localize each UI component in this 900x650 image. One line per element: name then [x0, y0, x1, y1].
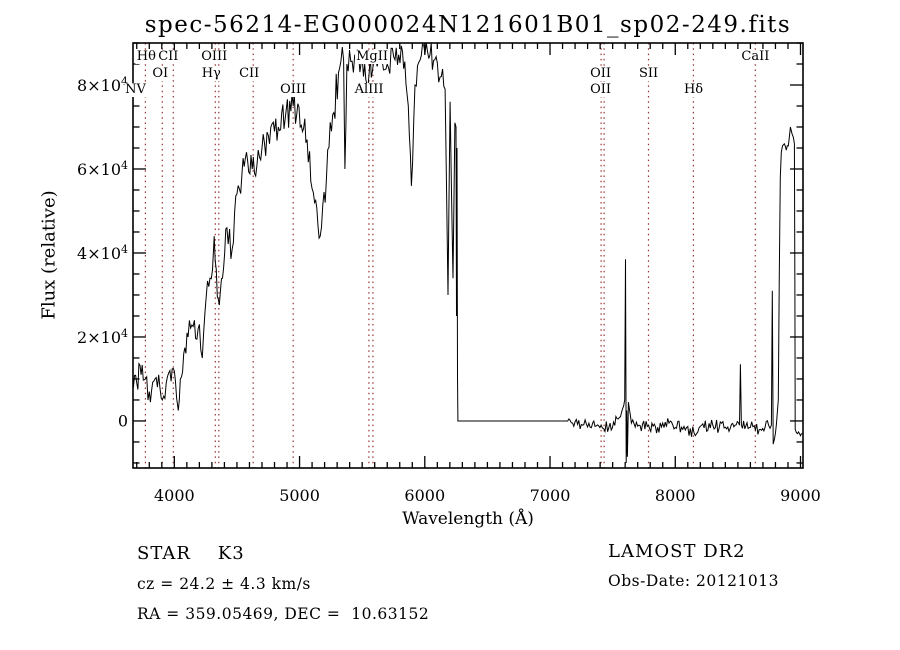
object-class-label: STAR K3 [137, 543, 245, 564]
spectral-line-label: OIII [200, 49, 229, 64]
obs-date-label: Obs-Date: 20121013 [608, 572, 779, 590]
spectrum-line [132, 42, 803, 464]
spectral-line-label: CII [238, 66, 261, 81]
x-tick-label: 8000 [654, 486, 696, 505]
y-tick-label: 0 [117, 411, 128, 431]
x-tick-label: 4000 [153, 486, 195, 505]
spectral-line-label: Hδ [682, 82, 705, 97]
spectral-line-label: MgII [355, 49, 390, 64]
spectral-line-label: OIII [279, 82, 308, 97]
ra-dec-label: RA = 359.05469, DEC = 10.63152 [137, 605, 430, 623]
spectral-line-label: OII [589, 66, 613, 81]
y-tick-label: 8×104 [77, 74, 128, 96]
x-axis-label: Wavelength (Å) [402, 509, 534, 529]
x-tick-label: 6000 [404, 486, 446, 505]
spectral-line-label: CaII [740, 49, 771, 64]
y-axis-label: Flux (relative) [38, 190, 60, 320]
y-tick-label: 2×104 [77, 326, 128, 348]
axis-ticks [133, 42, 803, 468]
spectral-line-label: Hγ [200, 66, 222, 81]
y-tick-label: 4×104 [77, 242, 128, 264]
spectral-line-label: SII [637, 66, 660, 81]
x-tick-label: 5000 [279, 486, 320, 505]
y-tick-label: 6×104 [77, 158, 128, 180]
spectral-line-label: OII [589, 82, 613, 97]
spectral-line-label: AlIII [353, 82, 385, 97]
x-tick-label: 9000 [780, 486, 821, 505]
plot-title: spec-56214-EG000024N121601B01_sp02-249.f… [144, 12, 792, 38]
cz-label: cz = 24.2 ± 4.3 km/s [137, 575, 311, 593]
plot-frame [132, 42, 804, 469]
survey-label: LAMOST DR2 [608, 541, 746, 562]
x-tick-label: 7000 [529, 486, 571, 505]
spectral-line-label: NV [124, 82, 147, 97]
spectral-line-label: CII [157, 49, 180, 64]
spectral-line-label: Hθ [135, 49, 157, 64]
spectral-line-label: OI [151, 66, 170, 81]
